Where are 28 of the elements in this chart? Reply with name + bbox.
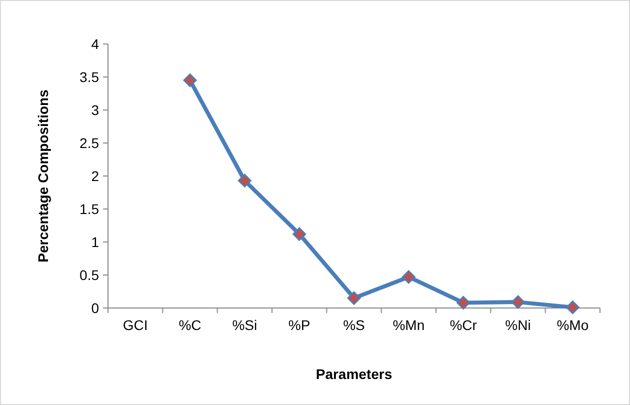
y-tick-label: 2.5 — [80, 134, 100, 151]
point — [238, 174, 252, 188]
x-axis-title: Parameters — [316, 366, 392, 382]
y-tick-label: 3 — [91, 102, 100, 118]
y-tick-label: 0.5 — [80, 266, 100, 283]
x-tick-label: %Mn — [392, 317, 425, 333]
x-tick-label: %Cr — [450, 317, 478, 333]
x-tick-label: %Ni — [505, 317, 531, 333]
y-tick-label: 1 — [91, 234, 100, 250]
point — [347, 291, 361, 305]
y-tick-label: 0 — [91, 300, 100, 316]
y-tick-label: 3.5 — [80, 68, 100, 85]
x-tick-label: %Si — [232, 317, 258, 333]
x-tick-label: %P — [288, 317, 310, 333]
point — [292, 227, 306, 241]
x-tick-label: GCI — [122, 317, 148, 333]
x-tick-label: %Mo — [556, 317, 589, 333]
point — [456, 296, 470, 310]
point — [511, 295, 525, 309]
x-tick-label: %C — [178, 317, 202, 333]
x-tick-label: %S — [343, 317, 365, 333]
y-axis-title: Percentage Compositions — [35, 89, 51, 262]
point — [402, 270, 416, 284]
point — [566, 300, 580, 314]
point — [183, 74, 197, 88]
y-tick-label: 1.5 — [80, 200, 100, 217]
y-tick-label: 2 — [91, 168, 100, 184]
y-tick-label: 4 — [91, 36, 100, 52]
